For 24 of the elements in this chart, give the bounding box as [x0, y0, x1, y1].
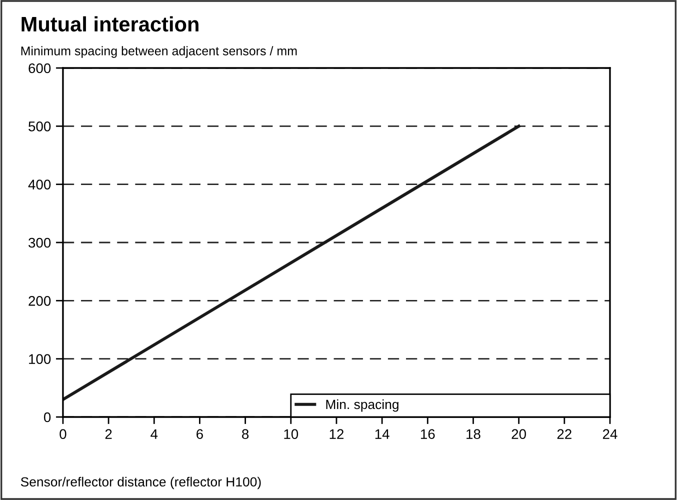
x-tick-label: 8: [242, 429, 249, 440]
x-tick-label: 2: [105, 429, 112, 439]
y-tick-label: 400: [28, 180, 51, 190]
x-tick-label: 14: [375, 429, 390, 439]
y-tick-label: 600: [28, 63, 51, 74]
y-axis-title: Minimum spacing between adjacent sensors / mm: [21, 46, 297, 58]
x-tick-label: 18: [466, 429, 480, 440]
x-tick-label: 24: [602, 429, 618, 439]
y-tick-label: 0: [44, 412, 51, 422]
y-tick-label: 200: [28, 296, 51, 306]
y-tick-label: 300: [28, 238, 51, 248]
x-tick-label: 12: [330, 429, 344, 439]
y-tick-label: 500: [28, 122, 51, 132]
chart-title: Mutual interaction: [22, 16, 198, 32]
x-tick-label: 10: [284, 429, 298, 440]
legend-label: Min. spacing: [326, 399, 398, 412]
y-tick-label: 100: [29, 354, 51, 364]
x-tick-label: 0: [60, 429, 66, 440]
x-tick-label: 16: [420, 429, 435, 440]
x-axis-title: Sensor/reflector distance (reflector H100): [20, 476, 261, 490]
x-tick-label: 20: [512, 429, 526, 440]
x-tick-label: 4: [150, 429, 158, 439]
x-tick-label: 22: [557, 429, 572, 439]
x-tick-label: 6: [196, 429, 203, 440]
